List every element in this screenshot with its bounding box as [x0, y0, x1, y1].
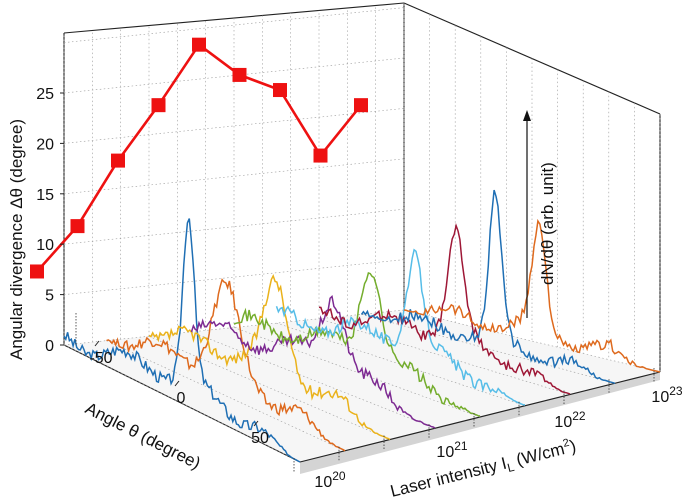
divergence-marker	[232, 67, 247, 82]
x-axis: -50 0 50	[89, 340, 269, 447]
x-tick-label: -50	[89, 350, 112, 367]
divergence-marker	[313, 148, 328, 163]
back-wall-hgrid	[63, 158, 405, 195]
y-tick-label: 25	[36, 86, 54, 103]
divergence-marker	[192, 37, 206, 52]
dn-dtheta-arrow-head	[523, 110, 531, 121]
z-tick-base: 10	[554, 414, 572, 431]
series-curve-I2	[106, 278, 346, 452]
z-axis-title-unit: (W/cm	[514, 439, 566, 469]
dn-dtheta-label: dN/dθ (arb. unit)	[538, 162, 557, 285]
z-tick-exp: 23	[669, 384, 683, 398]
series-curve-I8	[360, 189, 616, 385]
back-wall-hgrid	[63, 108, 405, 144]
x-tick-mark	[174, 380, 180, 387]
series-curve-I9	[403, 218, 661, 373]
z-tick-label: 1021	[436, 439, 467, 461]
back-wall-hgrid	[63, 7, 405, 43]
y-tick-label: 20	[36, 136, 54, 153]
divergence-series	[30, 37, 368, 279]
gridlines	[63, 3, 661, 463]
floor-front-edge	[299, 371, 661, 463]
z-tick-exp: 22	[572, 409, 586, 423]
divergence-marker	[151, 98, 166, 113]
divergence-marker	[273, 83, 287, 98]
divergence-line	[36, 43, 363, 273]
z-tick-label: 1020	[314, 469, 345, 491]
plot-walls	[63, 2, 661, 474]
back-wall-left-top	[63, 2, 405, 34]
dn-dtheta-axis: dN/dθ (arb. unit)	[523, 110, 557, 318]
y-tick-label: 0	[45, 338, 54, 355]
back-wall-hgrid	[63, 259, 405, 295]
series-curve-I3	[148, 273, 391, 441]
floor-plane	[64, 310, 660, 462]
z-tick-exp: 21	[454, 439, 468, 453]
x-tick-label: 0	[177, 390, 186, 407]
z-tick-label: 1023	[651, 384, 682, 406]
divergence-marker	[70, 219, 85, 234]
z-tick-exp: 20	[332, 469, 346, 483]
divergence-marker	[354, 98, 368, 113]
floor-edge-shade	[300, 372, 660, 474]
x-axis-title: Angle θ (degree)	[82, 399, 203, 473]
z-axis-title-close: )	[568, 436, 578, 456]
z-tick-label: 1022	[554, 409, 585, 431]
z-axis-title-sub: L	[506, 460, 516, 475]
series-curve-I7	[318, 223, 571, 395]
x-tick-mark	[94, 340, 100, 347]
divergence-marker	[111, 153, 125, 168]
floor-left-edge	[63, 344, 301, 463]
z-axis-title-sup: 2	[562, 437, 571, 450]
x-tick-mark	[253, 420, 259, 427]
y-tick-label: 15	[36, 187, 54, 204]
series-curve-I6	[275, 248, 526, 406]
series-curve-I1	[63, 218, 301, 463]
z-axis-title: Laser intensity IL(W/cm2)	[388, 435, 579, 500]
series-curve-I4	[190, 295, 436, 429]
z-tick-base: 10	[651, 389, 669, 406]
divergence-marker	[30, 264, 44, 279]
z-tick-base: 10	[436, 444, 454, 461]
y-axis: 0 5 10 15 20 25	[36, 86, 64, 355]
y-tick-label: 10	[36, 237, 54, 254]
spectra-curves	[63, 189, 661, 472]
z-tick-base: 10	[314, 474, 332, 491]
x-tick-label: 50	[251, 430, 269, 447]
y-axis-title: Angular divergence Δθ (degree)	[7, 119, 26, 360]
y-tick-label: 5	[45, 288, 54, 305]
